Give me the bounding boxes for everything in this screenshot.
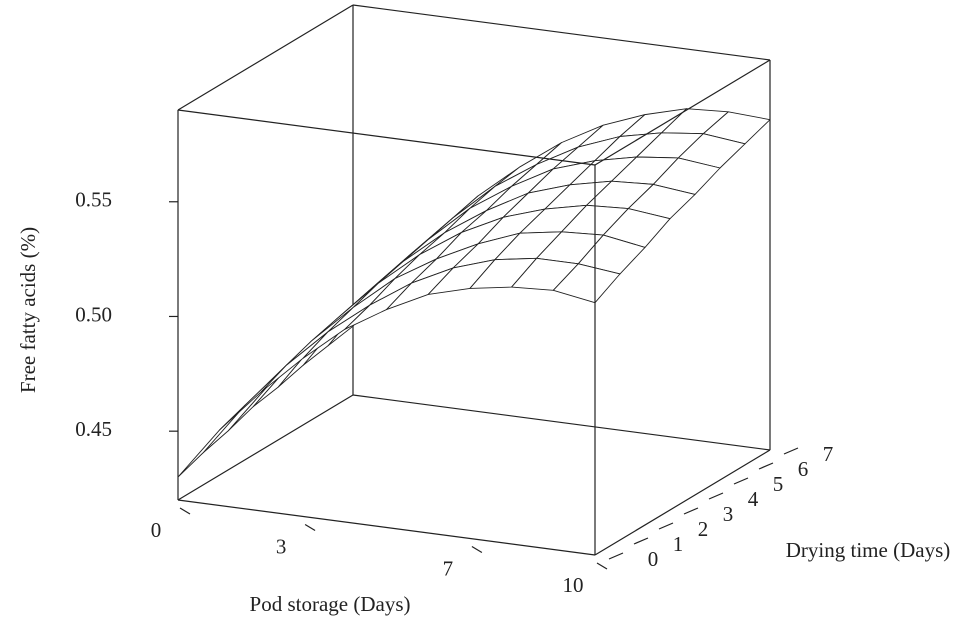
y-tick: [608, 552, 624, 560]
x-tick: [471, 545, 483, 554]
box-edge: [594, 449, 771, 556]
x-axis-label: Pod storage (Days): [250, 592, 411, 616]
box-edge: [177, 499, 596, 556]
y-tick: [733, 477, 749, 485]
box-edge: [352, 4, 771, 61]
x-tick: [596, 562, 608, 570]
box-edge: [594, 59, 771, 166]
z-tick-label: 0.50: [75, 302, 112, 326]
surface-cell: [219, 364, 287, 431]
z-axis-label: Free fatty acids (%): [16, 227, 40, 393]
y-tick-label: 7: [823, 442, 834, 466]
y-tick-label: 2: [698, 517, 709, 541]
surface-cell: [285, 307, 354, 366]
y-tick-label: 6: [798, 457, 809, 481]
x-tick-label: 7: [443, 556, 454, 580]
surface-cell: [202, 383, 271, 454]
y-tick: [633, 537, 649, 545]
surface-cell: [260, 331, 329, 393]
z-tick-label: 0.45: [75, 417, 112, 441]
y-tick: [708, 492, 724, 500]
x-tick-label: 3: [276, 534, 287, 558]
box-edge: [177, 4, 354, 111]
surface-cell: [552, 263, 621, 304]
x-tick: [179, 507, 191, 515]
box-edge: [177, 109, 596, 166]
surface-cell: [302, 304, 371, 359]
y-tick-label: 5: [773, 472, 784, 496]
y-axis-label: Drying time (Days): [786, 538, 950, 562]
y-tick-label: 1: [673, 532, 684, 556]
y-tick: [758, 462, 774, 470]
y-tick: [683, 507, 699, 515]
x-tick-label: 10: [563, 573, 584, 597]
box-edge: [352, 394, 771, 451]
x-tick: [304, 523, 316, 532]
y-tick-label: 3: [723, 502, 734, 526]
y-tick: [658, 522, 674, 530]
y-tick-label: 4: [748, 487, 759, 511]
box-edge: [177, 394, 354, 501]
z-tick-label: 0.55: [75, 188, 112, 212]
y-tick: [783, 447, 799, 455]
x-tick-label: 0: [151, 518, 162, 542]
y-tick-label: 0: [648, 547, 659, 571]
